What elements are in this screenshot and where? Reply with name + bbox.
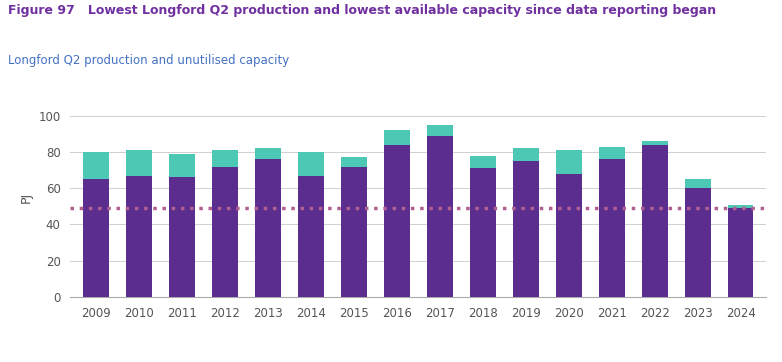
Bar [470, 156, 496, 168]
Bar [513, 161, 539, 297]
Bar [126, 176, 152, 297]
Bar [341, 157, 367, 167]
Bar [556, 150, 582, 174]
Bar [126, 150, 152, 176]
Bar [728, 208, 754, 297]
Bar [298, 152, 324, 176]
Bar [169, 154, 195, 177]
Bar [599, 147, 625, 159]
Bar [599, 159, 625, 297]
Bar [83, 152, 109, 179]
Y-axis label: PJ: PJ [20, 192, 33, 203]
Bar [470, 168, 496, 297]
Bar [298, 176, 324, 297]
Text: Longford Q2 production and unutilised capacity: Longford Q2 production and unutilised ca… [8, 54, 289, 67]
Bar [427, 136, 453, 297]
Bar [255, 159, 281, 297]
Bar [212, 150, 238, 167]
Bar [212, 167, 238, 297]
Bar [685, 179, 711, 188]
Legend: Longford Production, Unutilised Capacity: Longford Production, Unutilised Capacity [259, 359, 578, 362]
Bar [255, 148, 281, 159]
Bar [642, 141, 668, 145]
Bar [513, 148, 539, 161]
Bar [642, 145, 668, 297]
Text: Figure 97   Lowest Longford Q2 production and lowest available capacity since da: Figure 97 Lowest Longford Q2 production … [8, 4, 716, 17]
Bar [384, 145, 410, 297]
Bar [685, 188, 711, 297]
Bar [728, 205, 754, 208]
Bar [341, 167, 367, 297]
Bar [556, 174, 582, 297]
Bar [427, 125, 453, 136]
Bar [83, 179, 109, 297]
Bar [384, 130, 410, 145]
Bar [169, 177, 195, 297]
